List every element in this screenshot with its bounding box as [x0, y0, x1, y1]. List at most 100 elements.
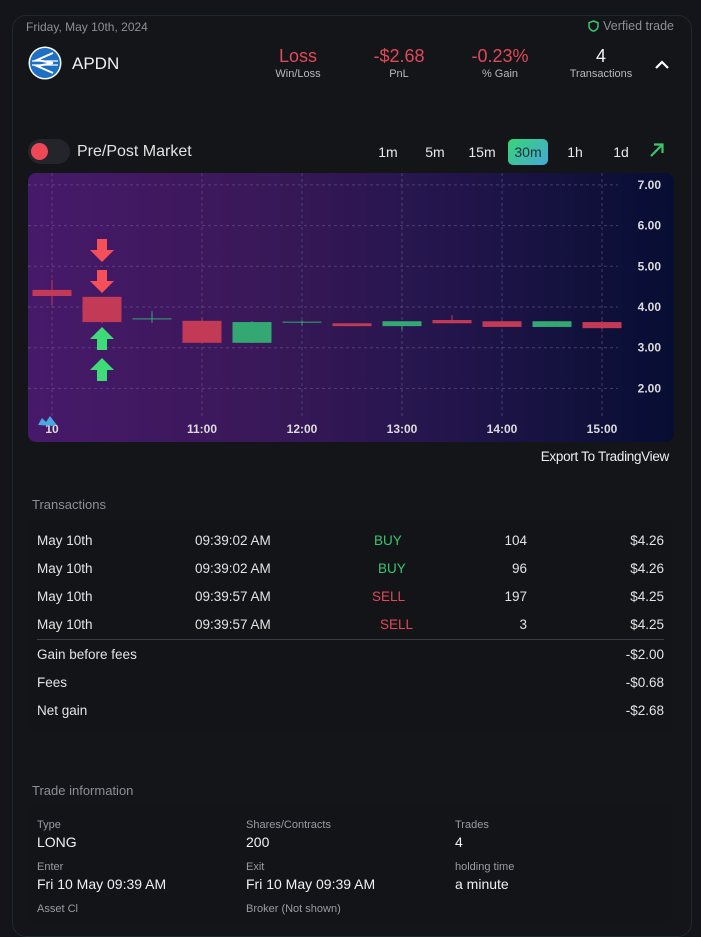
info-value-exit: Fri 10 May 09:39 AM [246, 876, 376, 892]
summary-label: Gain before fees [37, 647, 137, 662]
info-label-broker: Broker (Not shown) [246, 903, 341, 915]
candle-body [182, 320, 222, 343]
stat-value: Loss [278, 46, 318, 66]
tx-price: $4.25 [630, 589, 664, 604]
info-value-trades: 4 [455, 834, 463, 850]
candle-body [132, 318, 172, 320]
candle-body [482, 321, 522, 327]
y-tick-label: 7.00 [638, 178, 662, 192]
verified-label: Verfied trade [603, 19, 674, 33]
summary-row-fees: Fees -$0.68 [37, 675, 664, 690]
info-label-shares: Shares/Contracts [246, 819, 331, 831]
tx-time: 09:39:02 AM [195, 533, 271, 548]
tx-price: $4.25 [630, 617, 664, 632]
transaction-row: May 10th 09:39:02 AM BUY 104 $4.26 [37, 533, 664, 553]
candle-body [432, 320, 472, 324]
info-label-holding-time: holding time [455, 861, 515, 873]
buy-marker-icon [90, 358, 114, 381]
timeframe-5m[interactable]: 5m [425, 144, 445, 160]
summary-value: -$2.00 [625, 647, 664, 662]
candle-body [382, 321, 422, 327]
x-tick-label: 15:00 [587, 422, 618, 436]
x-tick-label: 13:00 [387, 422, 418, 436]
candle-body [282, 321, 322, 323]
candle-body [582, 322, 622, 329]
verified-badge: Verfied trade [588, 19, 674, 33]
transactions-title: Transactions [32, 497, 106, 512]
summary-row-gain-before-fees: Gain before fees -$2.00 [37, 647, 664, 662]
trade-info-panel [28, 802, 673, 922]
tx-side: SELL [372, 589, 406, 604]
info-label-type: Type [37, 819, 61, 831]
price-chart[interactable]: 7.00 6.00 5.00 4.00 3.00 2.00 10 11:00 12:00 13:0… [28, 173, 674, 442]
transactions-divider [37, 639, 664, 640]
info-label-trades: Trades [455, 819, 489, 831]
tx-time: 09:39:57 AM [195, 589, 271, 604]
stat-win-loss: Loss Win/Loss [262, 45, 334, 80]
info-value-shares: 200 [246, 834, 270, 850]
transaction-row: May 10th 09:39:57 AM SELL 3 $4.25 [37, 617, 664, 637]
pre-post-market-toggle[interactable] [28, 139, 70, 164]
info-label-asset-class: Asset Cl [37, 903, 78, 915]
transaction-row: May 10th 09:39:57 AM SELL 197 $4.25 [37, 589, 664, 609]
candle-body [232, 322, 272, 343]
timeframe-1h[interactable]: 1h [567, 144, 583, 160]
tx-side: BUY [378, 561, 406, 576]
x-tick-label: 14:00 [487, 422, 518, 436]
transactions-panel [28, 520, 673, 733]
tx-quantity: 96 [511, 561, 527, 576]
tx-quantity: 104 [504, 533, 527, 548]
buy-marker-icon [90, 327, 114, 350]
timeframe-15m[interactable]: 15m [468, 144, 496, 160]
info-value-type: LONG [37, 834, 77, 850]
info-value-enter: Fri 10 May 09:39 AM [37, 876, 167, 892]
y-tick-label: 6.00 [638, 219, 662, 233]
tx-price: $4.26 [630, 533, 664, 548]
tx-time: 09:39:02 AM [195, 561, 271, 576]
candle-body [82, 296, 122, 323]
tx-quantity: 3 [519, 617, 527, 632]
candle-body [332, 323, 372, 327]
toggle-knob [31, 143, 48, 160]
summary-label: Fees [37, 675, 68, 690]
timeframe-1m[interactable]: 1m [378, 144, 398, 160]
stat-label: % Gain [481, 68, 519, 80]
stat-value: -0.23% [471, 46, 529, 66]
tx-price: $4.26 [630, 561, 664, 576]
company-logo-icon [28, 46, 62, 80]
info-label-exit: Exit [246, 861, 265, 873]
expand-arrow-icon[interactable] [648, 141, 666, 159]
ticker-symbol: APDN [72, 54, 120, 73]
timeframe-1d[interactable]: 1d [613, 144, 629, 160]
summary-value: -$2.68 [625, 703, 664, 718]
tx-side: SELL [380, 617, 414, 632]
tx-quantity: 197 [504, 589, 527, 604]
candle-body [532, 321, 572, 327]
x-tick-label: 12:00 [287, 422, 318, 436]
stat-label: Win/Loss [275, 68, 321, 80]
x-tick-label: 11:00 [187, 422, 217, 436]
export-tradingview-button[interactable]: Export To TradingView [540, 449, 670, 464]
tx-date: May 10th [37, 561, 93, 576]
stat-value: -$2.68 [373, 46, 425, 66]
info-value-holding-time: a minute [455, 876, 509, 892]
tx-date: May 10th [37, 617, 93, 632]
shield-icon [588, 20, 599, 32]
sell-marker-icon [90, 239, 114, 262]
stat-label: Transactions [569, 68, 633, 80]
stat-percent-gain: -0.23% % Gain [460, 45, 540, 80]
timeframe-30m[interactable]: 30m [508, 139, 548, 165]
chevron-up-icon[interactable] [652, 56, 672, 72]
transaction-row: May 10th 09:39:02 AM BUY 96 $4.26 [37, 561, 664, 581]
y-tick-label: 5.00 [638, 259, 662, 273]
stat-transactions: 4 Transactions [561, 45, 641, 80]
stat-value: 4 [595, 46, 606, 66]
trade-info-title: Trade information [32, 783, 134, 798]
sell-marker-icon [90, 270, 114, 293]
candle-body [32, 289, 72, 297]
tx-time: 09:39:57 AM [195, 617, 271, 632]
trade-card [12, 15, 692, 937]
stat-pnl: -$2.68 PnL [362, 45, 436, 80]
tx-side: BUY [374, 533, 402, 548]
